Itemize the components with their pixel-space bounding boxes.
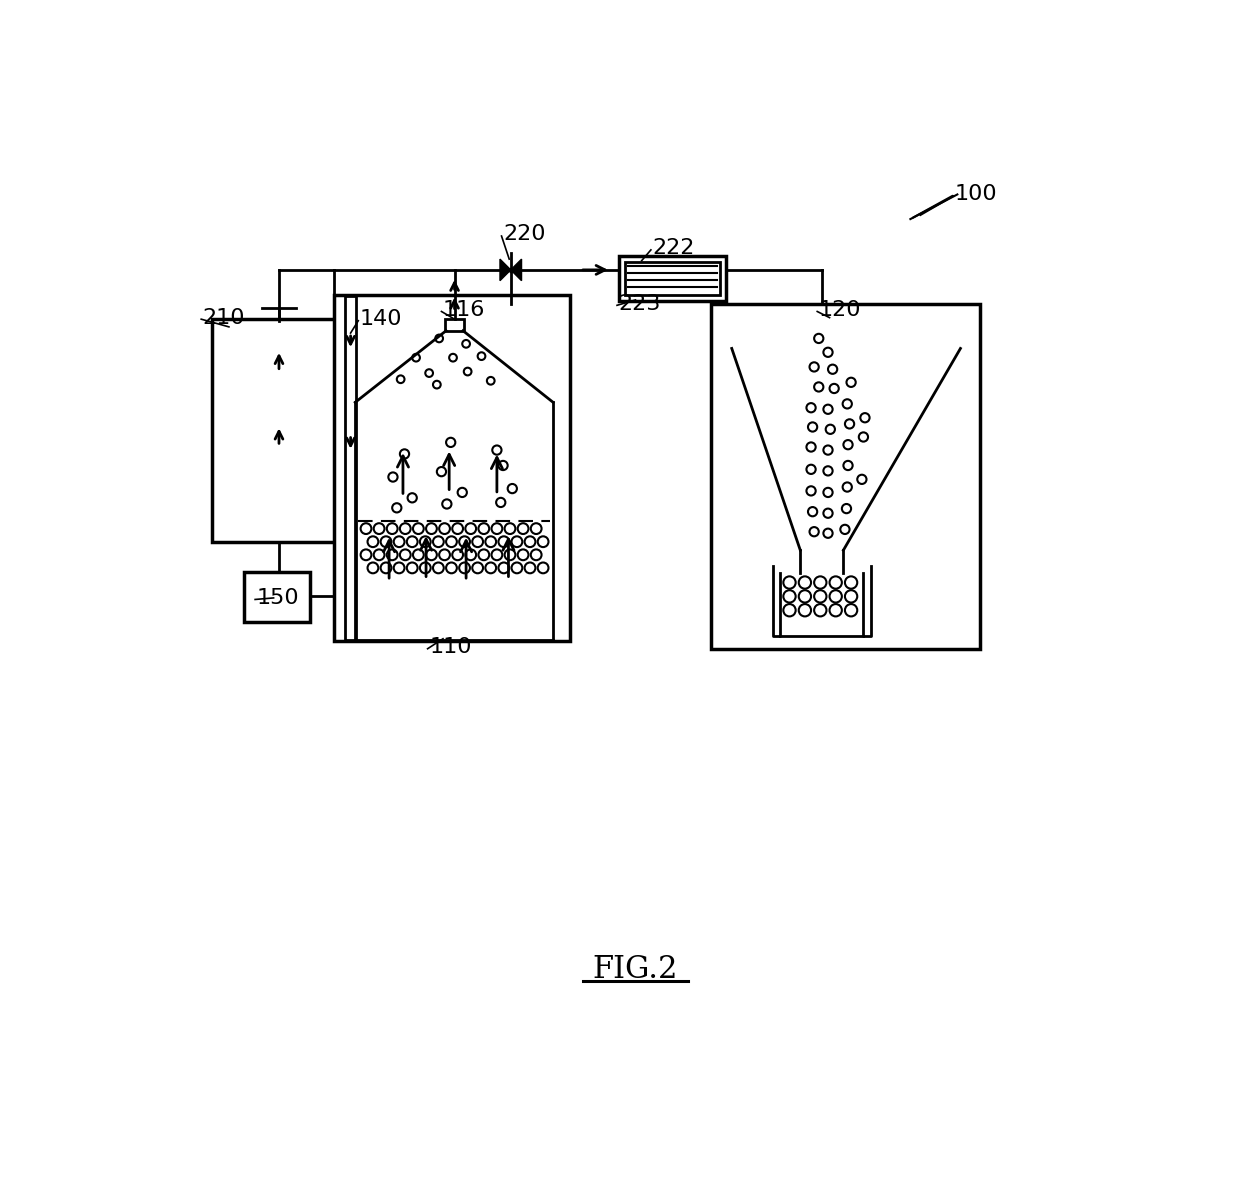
Text: 220: 220	[503, 225, 546, 244]
Text: FIG.2: FIG.2	[593, 954, 678, 985]
Text: 210: 210	[203, 308, 246, 328]
Bar	[619, 256, 727, 301]
Bar	[334, 295, 570, 641]
Bar	[244, 572, 310, 622]
Text: 116: 116	[443, 300, 485, 320]
Text: 110: 110	[429, 637, 471, 657]
Polygon shape	[500, 259, 511, 281]
Bar	[445, 320, 464, 332]
Bar	[625, 262, 720, 295]
Bar	[345, 296, 356, 639]
Polygon shape	[511, 259, 522, 281]
Text: 120: 120	[818, 300, 862, 320]
Text: 140: 140	[360, 309, 402, 329]
Text: 222: 222	[652, 238, 694, 258]
Bar	[212, 320, 347, 542]
Text: 100: 100	[955, 185, 998, 205]
Bar	[813, 304, 831, 330]
Text: 150: 150	[257, 588, 299, 607]
Text: 223: 223	[619, 294, 661, 314]
Bar	[711, 304, 981, 649]
